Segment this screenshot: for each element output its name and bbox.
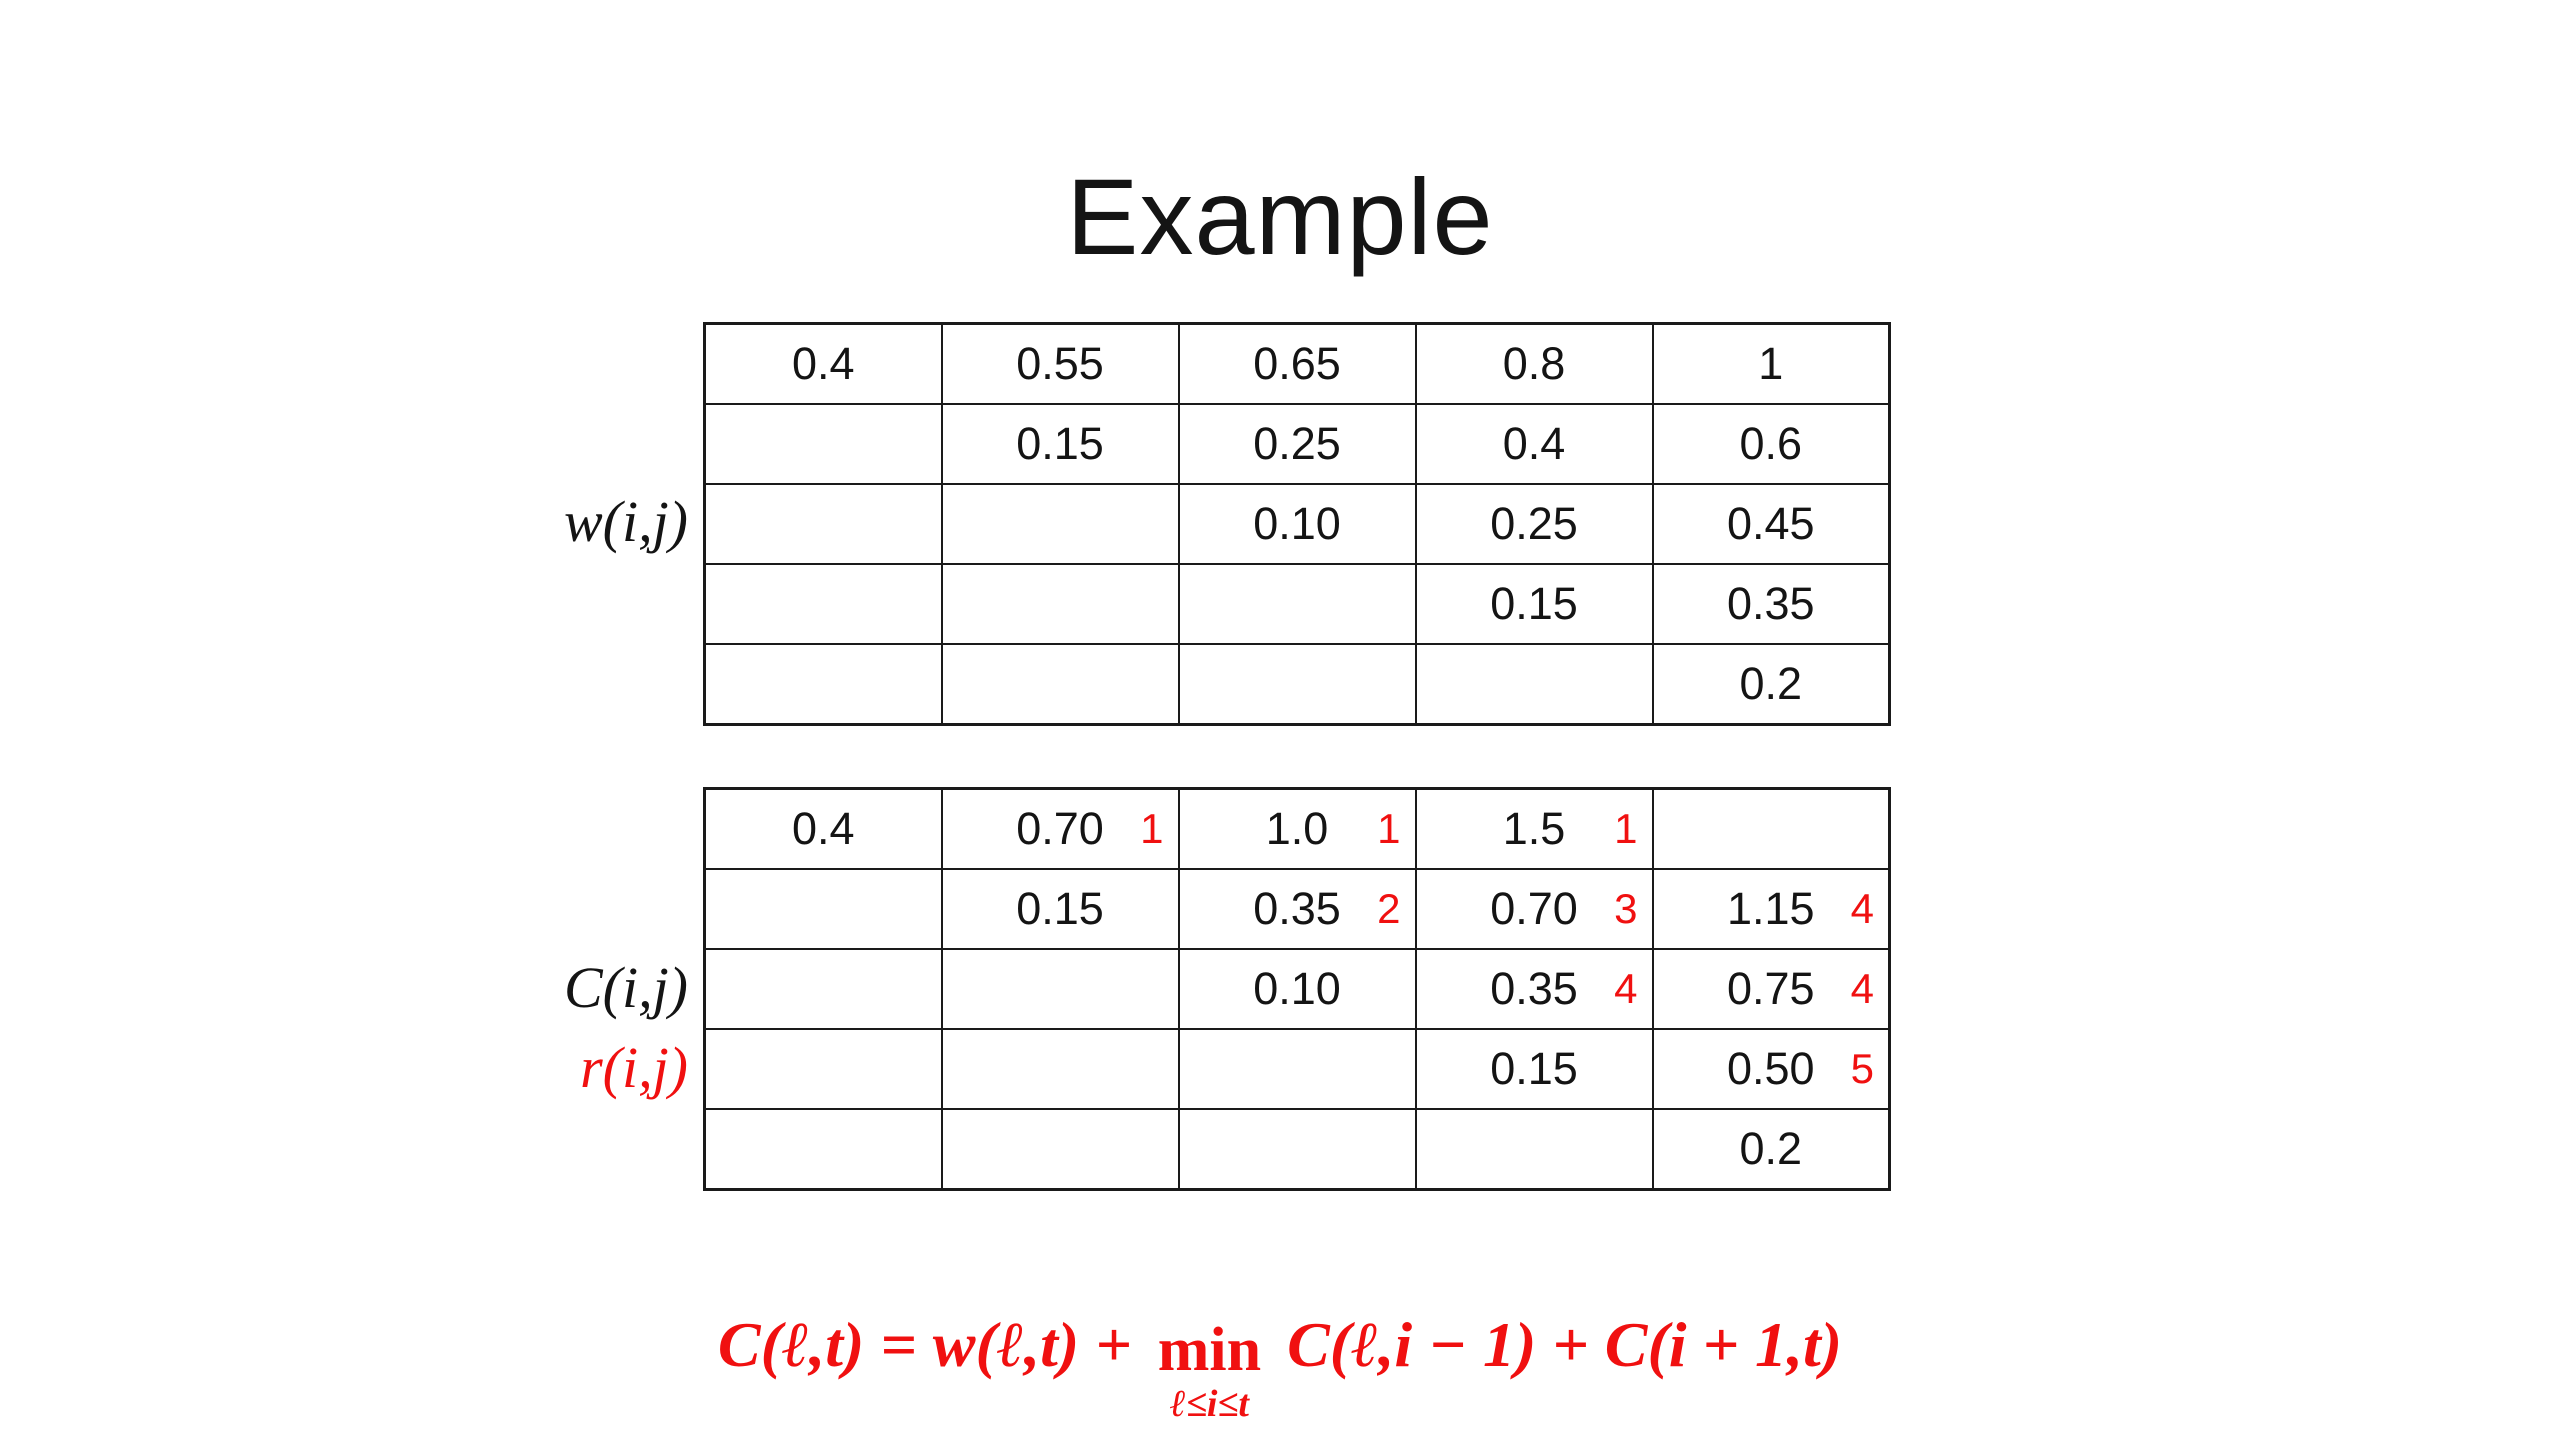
c-value: 1.15: [1726, 883, 1815, 934]
w-table-row-4: 0.15 0.35: [703, 563, 1891, 645]
c-cell-1-3: 1.0 1: [1177, 787, 1417, 870]
slide-title: Example: [1066, 156, 1494, 277]
c-cell-1-4: 1.5 1: [1414, 787, 1654, 870]
r-value: 4: [1850, 885, 1874, 932]
w-cell-5-3: [1177, 643, 1417, 726]
w-cell-5-4: [1414, 643, 1654, 726]
c-value: 0.35: [1490, 963, 1578, 1014]
r-value: 4: [1614, 965, 1638, 1012]
w-cell-4-2: [940, 563, 1180, 645]
r-table-label: r(i,j): [580, 1035, 688, 1100]
r-value: 3: [1614, 885, 1638, 932]
c-cell-3-3: 0.10: [1177, 948, 1417, 1030]
c-cell-1-2: 0.70 1: [940, 787, 1180, 870]
r-value: 4: [1850, 965, 1874, 1012]
w-cell-4-5: 0.35: [1651, 563, 1891, 645]
w-cell-3-3: 0.10: [1177, 483, 1417, 565]
w-cell-2-3: 0.25: [1177, 403, 1417, 485]
c-table-label: C(i,j): [563, 955, 688, 1020]
c-value: 0.4: [791, 803, 855, 854]
c-value: 0.75: [1726, 963, 1815, 1014]
c-cell-3-1: [703, 948, 943, 1030]
c-cell-1-5: [1651, 787, 1891, 870]
r-value: 1: [1614, 805, 1638, 852]
w-cell-1-5: 1: [1651, 322, 1891, 405]
formula-min-word: min: [1157, 1316, 1262, 1384]
c-cell-4-4: 0.15: [1414, 1028, 1654, 1110]
formula-min-subscript: ℓ≤i≤t: [1169, 1383, 1249, 1425]
w-cell-2-4: 0.4: [1414, 403, 1654, 485]
w-cell-4-3: [1177, 563, 1417, 645]
w-cell-1-4: 0.8: [1414, 322, 1654, 405]
c-cell-1-1: 0.4: [703, 787, 943, 870]
r-value: 1: [1140, 805, 1164, 852]
c-table: 0.4 0.70 1 1.0 1 1.5 1 0.15 0.35 2 0.70 3 1.1…: [703, 787, 1891, 1191]
c-table-row-3: 0.10 0.35 4 0.75 4: [703, 948, 1891, 1030]
c-cell-2-2: 0.15: [940, 868, 1180, 950]
w-table-label: w(i,j): [563, 489, 688, 554]
w-table-row-5: 0.2: [703, 643, 1891, 726]
c-cell-5-5: 0.2: [1651, 1108, 1891, 1191]
c-table-row-1: 0.4 0.70 1 1.0 1 1.5 1: [703, 787, 1891, 870]
c-cell-4-3: [1177, 1028, 1417, 1110]
c-cell-5-1: [703, 1108, 943, 1191]
c-cell-3-2: [940, 948, 1180, 1030]
c-value: 0.10: [1253, 963, 1341, 1014]
c-cell-5-4: [1414, 1108, 1654, 1191]
c-value: 0.50: [1726, 1043, 1815, 1094]
w-cell-4-4: 0.15: [1414, 563, 1654, 645]
formula-min-operator: min ℓ≤i≤t: [1158, 1319, 1261, 1427]
c-table-body: 0.4 0.70 1 1.0 1 1.5 1 0.15 0.35 2 0.70 3 1.1…: [703, 787, 1891, 1191]
c-value: 0.2: [1739, 1123, 1803, 1174]
w-cell-3-1: [703, 483, 943, 565]
w-cell-3-2: [940, 483, 1180, 565]
c-value: 0.70: [1016, 803, 1104, 854]
r-value: 1: [1377, 805, 1401, 852]
w-cell-1-2: 0.55: [940, 322, 1180, 405]
w-cell-5-1: [703, 643, 943, 726]
w-cell-2-1: [703, 403, 943, 485]
w-table-row-2: 0.15 0.25 0.4 0.6: [703, 403, 1891, 485]
c-cell-2-4: 0.70 3: [1414, 868, 1654, 950]
c-value: 0.15: [1016, 883, 1104, 934]
w-table-row-3: 0.10 0.25 0.45: [703, 483, 1891, 565]
c-cell-4-2: [940, 1028, 1180, 1110]
formula-rhs: C(ℓ,i − 1) + C(i + 1,t): [1287, 1309, 1843, 1380]
w-cell-1-3: 0.65: [1177, 322, 1417, 405]
w-cell-5-2: [940, 643, 1180, 726]
c-value: 0.35: [1253, 883, 1341, 934]
w-cell-4-1: [703, 563, 943, 645]
c-value: 1.5: [1502, 803, 1566, 854]
c-cell-5-2: [940, 1108, 1180, 1191]
c-table-row-2: 0.15 0.35 2 0.70 3 1.15 4: [703, 868, 1891, 950]
c-cell-2-3: 0.35 2: [1177, 868, 1417, 950]
c-cell-4-5: 0.50 5: [1651, 1028, 1891, 1110]
w-cell-2-5: 0.6: [1651, 403, 1891, 485]
r-value: 2: [1377, 885, 1401, 932]
c-table-row-4: 0.15 0.50 5: [703, 1028, 1891, 1110]
w-cell-2-2: 0.15: [940, 403, 1180, 485]
c-cell-2-5: 1.15 4: [1651, 868, 1891, 950]
formula-lhs: C(ℓ,t) = w(ℓ,t) +: [717, 1309, 1132, 1380]
w-cell-3-5: 0.45: [1651, 483, 1891, 565]
w-cell-1-1: 0.4: [703, 322, 943, 405]
w-table-row-1: 0.4 0.55 0.65 0.8 1: [703, 322, 1891, 405]
recurrence-formula: C(ℓ,t) = w(ℓ,t) + min ℓ≤i≤t C(ℓ,i − 1) +…: [0, 1308, 2560, 1427]
w-table-body: 0.4 0.55 0.65 0.8 1 0.15 0.25 0.4 0.6 0.…: [703, 322, 1891, 726]
c-table-row-5: 0.2: [703, 1108, 1891, 1191]
r-value: 5: [1850, 1045, 1874, 1092]
c-cell-3-4: 0.35 4: [1414, 948, 1654, 1030]
w-cell-3-4: 0.25: [1414, 483, 1654, 565]
c-cell-4-1: [703, 1028, 943, 1110]
c-value: 0.70: [1490, 883, 1578, 934]
c-cell-5-3: [1177, 1108, 1417, 1191]
c-value: 0.15: [1490, 1043, 1578, 1094]
w-table: 0.4 0.55 0.65 0.8 1 0.15 0.25 0.4 0.6 0.…: [703, 322, 1891, 726]
c-value: 1.0: [1265, 803, 1329, 854]
w-cell-5-5: 0.2: [1651, 643, 1891, 726]
c-cell-2-1: [703, 868, 943, 950]
c-cell-3-5: 0.75 4: [1651, 948, 1891, 1030]
